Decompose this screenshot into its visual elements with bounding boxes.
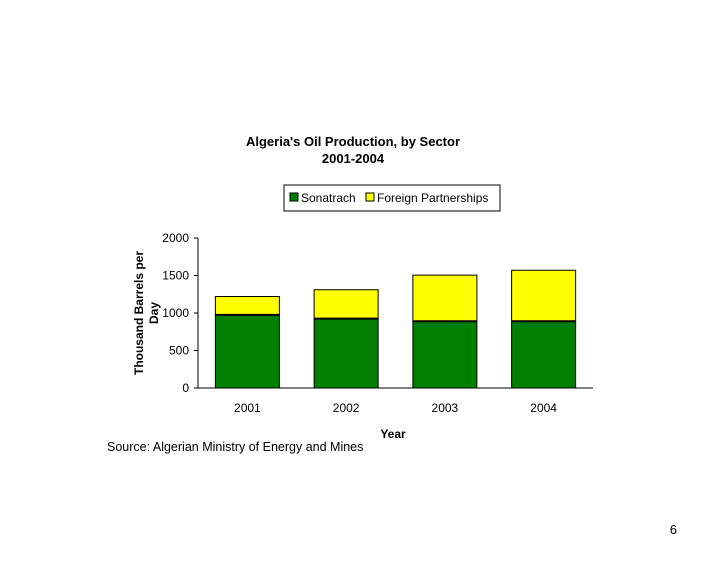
legend-label-sonatrach: Sonatrach: [301, 191, 356, 205]
bar-foreign-2003: [412, 274, 478, 322]
y-axis-title-line2: Day: [147, 302, 161, 324]
y-tick-label: 1000: [162, 306, 189, 320]
legend: Sonatrach Foreign Partnerships: [283, 184, 501, 212]
x-tick-label-2003: 2003: [432, 401, 459, 415]
bar-sonatrach-2003: [412, 320, 478, 389]
x-axis-title: Year: [380, 427, 406, 441]
chart-subtitle: 2001-2004: [321, 151, 385, 166]
bar-foreign-2002: [313, 289, 379, 320]
x-tick-label-2001: 2001: [234, 401, 261, 415]
page-number: 6: [669, 522, 677, 537]
legend-swatch-foreign: [365, 192, 375, 202]
x-tick-label-2002: 2002: [333, 401, 360, 415]
y-axis-title: Thousand Barrels perDay: [132, 251, 161, 375]
bar-foreign-2004: [511, 269, 577, 322]
bar-foreign-2001: [214, 296, 280, 316]
y-tick-label: 1500: [162, 269, 189, 283]
bars: [214, 269, 577, 389]
legend-label-foreign: Foreign Partnerships: [377, 191, 488, 205]
source-note: Source: Algerian Ministry of Energy and …: [107, 440, 364, 454]
bar-sonatrach-2004: [511, 320, 577, 389]
bar-sonatrach-2001: [214, 314, 280, 389]
legend-swatch-sonatrach: [289, 192, 299, 202]
y-tick-label: 500: [169, 344, 189, 358]
x-tick-label-2004: 2004: [530, 401, 557, 415]
x-ticks: 2001 2002 2003 2004: [234, 401, 557, 415]
chart-title: Algeria's Oil Production, by Sector: [245, 134, 461, 149]
y-tick-label: 2000: [162, 231, 189, 245]
y-ticks: 0 500 1000 1500 2000: [162, 231, 198, 395]
y-axis-title-line1: Thousand Barrels per: [132, 251, 146, 375]
legend-box: [283, 184, 501, 212]
bar-sonatrach-2002: [313, 318, 379, 389]
y-tick-label: 0: [182, 381, 189, 395]
